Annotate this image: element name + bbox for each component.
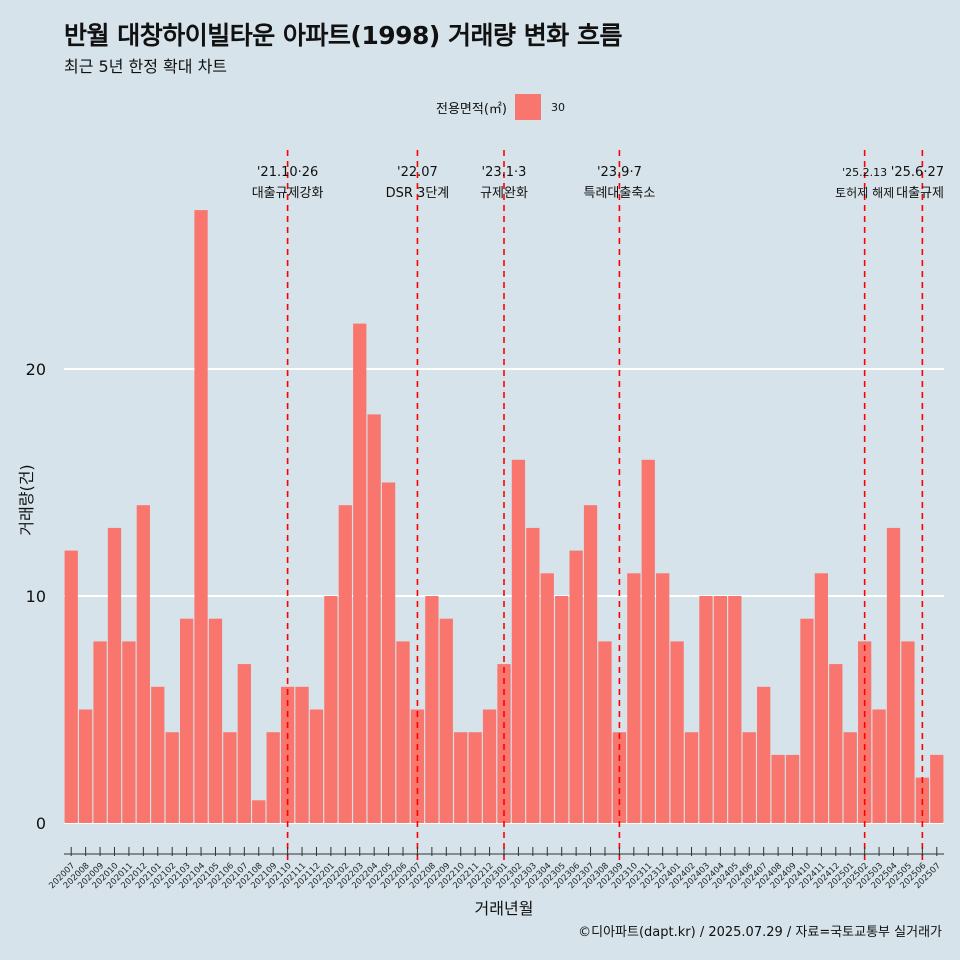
bar: [79, 709, 93, 823]
bar: [583, 505, 598, 823]
bar: [511, 459, 526, 823]
bar: [526, 527, 540, 823]
legend: 전용면적(㎡) 30: [436, 93, 565, 121]
event-date-label: '25.2.13: [842, 166, 887, 179]
bar: [208, 618, 223, 823]
bar: [468, 732, 482, 823]
bar: [266, 732, 280, 823]
event-name-label: 대출규제: [896, 186, 944, 201]
event-date-label: '25.6·27: [891, 165, 944, 180]
bar: [641, 459, 655, 823]
bar: [324, 596, 338, 823]
bar: [280, 686, 295, 823]
event-name-label: DSR 3단계: [386, 186, 450, 201]
bar: [684, 732, 699, 823]
bar: [497, 664, 511, 823]
bar: [165, 732, 179, 823]
bar: [858, 641, 872, 823]
bar: [223, 732, 237, 823]
event-name-label: 규제완화: [480, 186, 528, 201]
bar: [353, 323, 367, 823]
bar: [367, 414, 381, 823]
bar: [540, 573, 554, 823]
bar: [309, 709, 324, 823]
bar: [930, 754, 944, 823]
bar: [252, 800, 266, 823]
bar: [64, 550, 78, 823]
event-date-label: '21.10·26: [257, 165, 318, 180]
y-tick-label: 0: [36, 814, 46, 833]
legend-entry: 30: [550, 100, 565, 114]
bar: [843, 732, 857, 823]
bar: [454, 732, 468, 823]
bar: [872, 709, 886, 823]
event-name-label: 대출규제강화: [252, 186, 324, 201]
bar: [670, 641, 684, 823]
bar: [381, 482, 396, 823]
bar: [598, 641, 612, 823]
y-tick-label: 20: [26, 360, 46, 379]
bar: [829, 664, 843, 823]
bar: [107, 527, 122, 823]
bar: [814, 573, 829, 823]
event-name-label: 특례대출축소: [584, 186, 656, 201]
legend-title: 전용면적(㎡): [436, 101, 507, 117]
event-name-label: 토허제 해제: [835, 186, 894, 200]
bar: [699, 596, 713, 823]
x-axis-title: 거래년월: [475, 899, 534, 918]
event-date-label: '23.9·7: [597, 165, 642, 180]
bar: [713, 596, 728, 823]
bar: [800, 618, 814, 823]
bar: [627, 573, 641, 823]
source-caption: ©디아파트(dapt.kr) / 2025.07.29 / 자료=국토교통부 실…: [578, 925, 942, 940]
event-date-label: '23.1·3: [482, 165, 527, 180]
bar: [656, 573, 670, 823]
event-date-label: '22.07: [397, 165, 438, 180]
bar: [886, 527, 901, 823]
bar: [194, 210, 208, 824]
bar: [742, 732, 756, 823]
bar: [771, 754, 785, 823]
bar: [728, 596, 742, 823]
bar: [569, 550, 583, 823]
bar: [136, 505, 150, 823]
bar: [122, 641, 136, 823]
bar: [93, 641, 107, 823]
bar: [439, 618, 453, 823]
bar: [425, 596, 439, 823]
bar: [338, 505, 352, 823]
bar: [555, 596, 569, 823]
bar: [237, 664, 251, 823]
legend-swatch: [514, 94, 541, 120]
bar: [295, 686, 309, 823]
y-axis-title: 거래량(건): [17, 464, 36, 535]
bar: [396, 641, 410, 823]
bar: [785, 754, 800, 823]
bar: [757, 686, 771, 823]
bar: [179, 618, 194, 823]
y-tick-label: 10: [26, 587, 46, 606]
bar: [151, 686, 165, 823]
chart-title: 반월 대창하이빌타운 아파트(1998) 거래량 변화 흐름: [64, 21, 622, 50]
bar: [482, 709, 497, 823]
chart-subtitle: 최근 5년 한정 확대 차트: [64, 57, 228, 76]
bar: [901, 641, 915, 823]
